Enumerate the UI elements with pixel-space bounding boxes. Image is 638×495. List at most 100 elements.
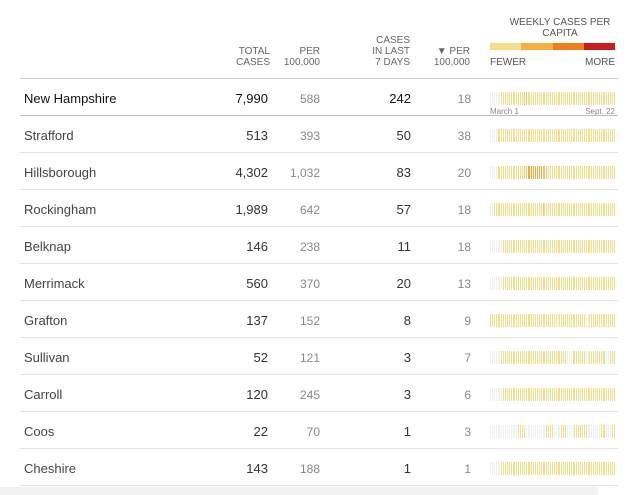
header-cases-last-7-days[interactable]: CASES IN LAST 7 DAYS	[372, 35, 410, 68]
header-per-100k[interactable]: PER 100,000	[283, 46, 320, 68]
row-name: New Hampshire	[24, 91, 117, 106]
sparkline-bar	[559, 462, 561, 475]
sparkline-bar	[578, 129, 579, 142]
sparkline-bar	[595, 92, 596, 105]
sparkline-bar	[506, 203, 508, 216]
weekly-cases-sparkline[interactable]	[490, 314, 615, 327]
sparkline-bar	[576, 314, 578, 327]
row-cases-last-7-days: 3	[403, 387, 411, 402]
sparkline-bar	[565, 425, 566, 438]
weekly-cases-sparkline[interactable]	[490, 203, 615, 216]
sparkline-bar	[559, 351, 561, 364]
sparkline-bar	[501, 277, 503, 290]
sparkline-bar	[499, 203, 501, 216]
sparkline-bar	[533, 240, 534, 253]
weekly-cases-sparkline[interactable]	[490, 351, 615, 364]
sparkline-bar	[548, 462, 549, 475]
sparkline-bar	[510, 314, 512, 327]
sparkline-bar	[610, 425, 611, 438]
sparkline-bar	[527, 314, 529, 327]
sparkline-bar	[561, 92, 563, 105]
sparkline-bar	[497, 129, 499, 142]
sparkline-bar	[606, 240, 608, 253]
sparkline-bar	[538, 425, 540, 438]
sparkline-bar	[566, 388, 568, 401]
sparkline-bar	[535, 203, 536, 216]
legend-high-label: MORE	[585, 57, 615, 68]
sparkline-bar	[574, 277, 576, 290]
sparkline-bar	[589, 425, 591, 438]
sparkline-bar	[490, 92, 491, 105]
sparkline-bar	[595, 388, 596, 401]
sparkline-bar	[516, 351, 518, 364]
row-per-100k: 245	[299, 388, 320, 402]
sparkline-bar	[568, 240, 570, 253]
sparkline-bar	[574, 388, 576, 401]
row-total-cases: 52	[253, 350, 268, 365]
sparkline-bar	[551, 314, 553, 327]
row-per-100k-last-7-days: 7	[464, 351, 471, 365]
sparkline-bar	[583, 240, 585, 253]
sparkline-bar	[566, 277, 568, 290]
weekly-cases-sparkline[interactable]	[490, 166, 615, 179]
weekly-cases-sparkline[interactable]	[490, 462, 615, 475]
sparkline-bar	[518, 129, 519, 142]
sparkline-bar	[604, 351, 606, 364]
sparkline-bar	[529, 203, 531, 216]
weekly-cases-sparkline[interactable]	[490, 129, 615, 142]
sparkline-bar	[505, 129, 506, 142]
sparkline-bar	[533, 203, 534, 216]
sparkline-bar	[578, 277, 579, 290]
sparkline-bar	[514, 351, 516, 364]
sparkline-bar	[572, 351, 574, 364]
sparkline-bar	[596, 314, 598, 327]
weekly-cases-sparkline[interactable]	[490, 425, 615, 438]
sparkline-bar	[550, 240, 551, 253]
sparkline-bar	[506, 351, 508, 364]
sparkline-bar	[611, 203, 613, 216]
sparkline-bar	[596, 462, 598, 475]
weekly-cases-sparkline[interactable]	[490, 92, 615, 105]
row-per-100k: 121	[299, 351, 320, 365]
sparkline-bar	[553, 388, 555, 401]
sparkline-bar	[548, 203, 549, 216]
sparkline-bar	[538, 92, 540, 105]
sparkline-bar	[516, 203, 518, 216]
sparkline-bar	[538, 166, 540, 179]
sparkline-bar	[521, 203, 523, 216]
sparkline-bar	[608, 388, 609, 401]
sparkline-bar	[514, 425, 516, 438]
sparkline-bar	[490, 166, 491, 179]
sparkline-bar	[580, 166, 581, 179]
row-total-cases: 7,990	[235, 91, 268, 106]
sparkline-bar	[495, 277, 497, 290]
header-per-100k-sorted[interactable]: ▼ PER 100,000	[433, 46, 470, 68]
sparkline-bar	[602, 314, 604, 327]
sparkline-bar	[518, 462, 519, 475]
row-name: Belknap	[24, 239, 71, 254]
sparkline-bar	[544, 462, 546, 475]
sparkline-bar	[550, 351, 551, 364]
sparkline-bar	[499, 166, 501, 179]
sparkline-bar	[602, 203, 604, 216]
sparkline-bar	[563, 203, 564, 216]
sparkline-bar	[576, 203, 578, 216]
weekly-cases-sparkline[interactable]	[490, 277, 615, 290]
sparkline-bar	[525, 166, 527, 179]
sparkline-bar	[497, 425, 499, 438]
weekly-cases-sparkline[interactable]	[490, 240, 615, 253]
sparkline-bar	[538, 314, 540, 327]
sparkline-bar	[535, 351, 536, 364]
sparkline-bar	[606, 203, 608, 216]
sparkline-bar	[506, 240, 508, 253]
sparkline-bar	[550, 166, 551, 179]
weekly-cases-sparkline[interactable]	[490, 388, 615, 401]
sparkline-bar	[606, 314, 608, 327]
header-total-cases[interactable]: TOTAL CASES	[236, 46, 270, 68]
sparkline-bar	[576, 92, 578, 105]
sparkline-bar	[561, 129, 563, 142]
state-row: New Hampshire 7,990 588 242 18 March 1 Sept. 2…	[20, 79, 618, 116]
sparkline-bar	[542, 277, 544, 290]
sparkline-bar	[536, 462, 538, 475]
sparkline-bar	[491, 425, 493, 438]
